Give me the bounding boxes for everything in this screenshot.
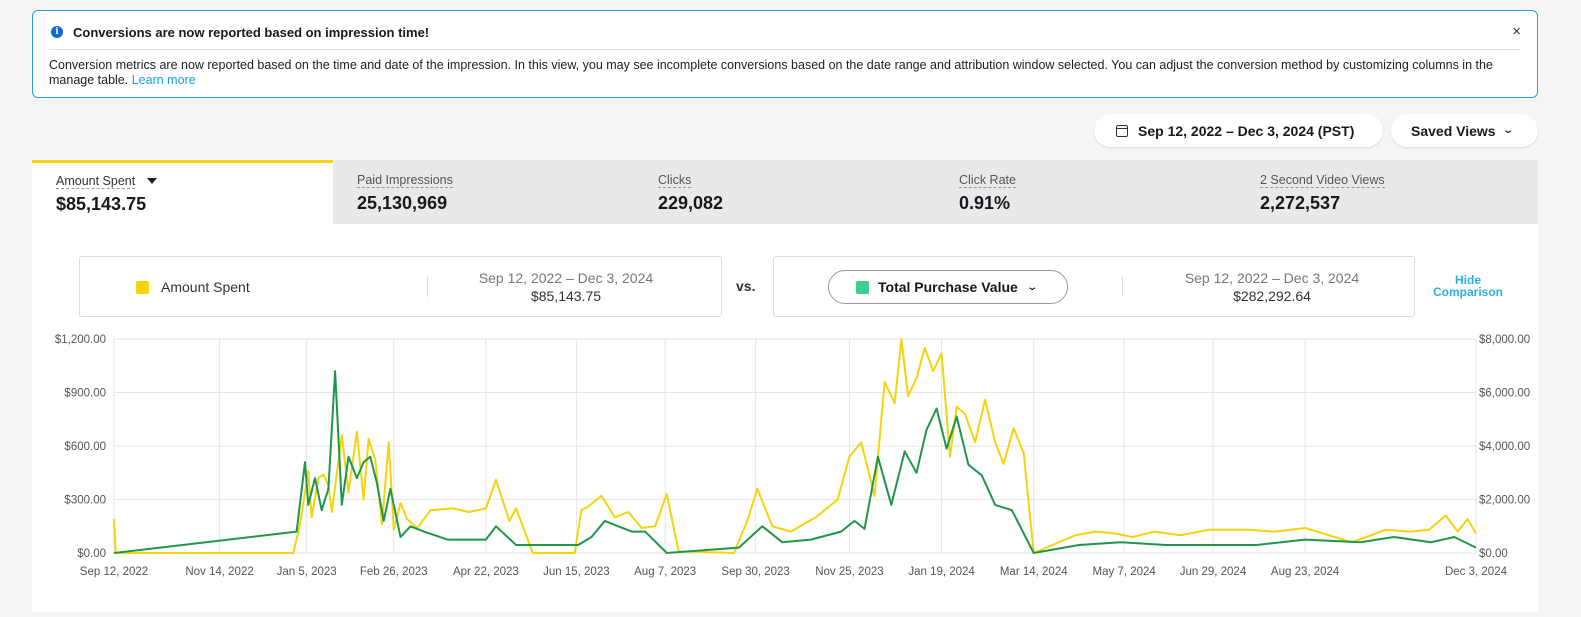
close-icon[interactable]: × xyxy=(1512,23,1521,40)
metrics-card: Amount Spent $85,143.75 Paid Impressions… xyxy=(32,160,1538,612)
date-range-label: Sep 12, 2022 – Dec 3, 2024 (PST) xyxy=(1138,122,1355,139)
primary-metric-box: Amount Spent Sep 12, 2022 – Dec 3, 2024 … xyxy=(79,256,722,317)
info-icon: i xyxy=(51,26,63,38)
primary-swatch xyxy=(136,281,149,294)
tab-clicks[interactable]: Clicks 229,082 xyxy=(634,160,935,224)
metric-tabs: Amount Spent $85,143.75 Paid Impressions… xyxy=(32,160,1538,224)
tab-paid-impressions[interactable]: Paid Impressions 25,130,969 xyxy=(333,160,634,224)
tab-click-rate[interactable]: Click Rate 0.91% xyxy=(935,160,1236,224)
hide-comparison-link[interactable]: Hide Comparison xyxy=(1432,273,1503,299)
tab-label: 2 Second Video Views xyxy=(1260,173,1385,188)
tab-value: 229,082 xyxy=(658,193,724,213)
chevron-down-icon: ⌄ xyxy=(1026,281,1038,293)
banner-divider xyxy=(49,49,1521,50)
chevron-down-icon: ⌄ xyxy=(1501,125,1514,136)
box-separator xyxy=(427,277,428,297)
tab-value: 0.91% xyxy=(959,193,1011,213)
notification-banner: i Conversions are now reported based on … xyxy=(32,10,1538,98)
saved-views-label: Saved Views xyxy=(1411,122,1496,139)
box-separator xyxy=(1122,277,1123,297)
tab-label: Amount Spent xyxy=(56,174,136,189)
comparison-range: Sep 12, 2022 – Dec 3, 2024 xyxy=(1184,270,1360,286)
caret-down-icon[interactable] xyxy=(147,178,157,184)
comparison-metric-select[interactable]: Total Purchase Value ⌄ xyxy=(828,270,1068,304)
primary-metric-name: Amount Spent xyxy=(161,279,250,295)
date-range-picker[interactable]: Sep 12, 2022 – Dec 3, 2024 (PST) xyxy=(1094,114,1383,147)
learn-more-link[interactable]: Learn more xyxy=(131,73,196,87)
tab-label: Click Rate xyxy=(959,173,1016,188)
comparison-swatch xyxy=(856,280,869,294)
calendar-icon xyxy=(1116,124,1128,137)
comparison-metric-box: Total Purchase Value ⌄ Sep 12, 2022 – De… xyxy=(773,256,1415,317)
banner-body: Conversion metrics are now reported base… xyxy=(49,58,1513,88)
banner-body-text: Conversion metrics are now reported base… xyxy=(49,58,1493,87)
tab-value: 25,130,969 xyxy=(357,193,448,213)
primary-value: $85,143.75 xyxy=(530,288,602,304)
primary-range: Sep 12, 2022 – Dec 3, 2024 xyxy=(478,270,654,286)
comparison-metric-name: Total Purchase Value xyxy=(878,279,1018,295)
tab-video-views[interactable]: 2 Second Video Views 2,272,537 xyxy=(1236,160,1537,224)
tab-amount-spent[interactable]: Amount Spent $85,143.75 xyxy=(32,160,333,224)
saved-views-button[interactable]: Saved Views ⌄ xyxy=(1391,114,1538,147)
comparison-value: $282,292.64 xyxy=(1233,288,1311,304)
tab-label: Paid Impressions xyxy=(357,173,453,188)
tab-label: Clicks xyxy=(658,173,692,188)
tab-value: 2,272,537 xyxy=(1260,193,1341,213)
tab-value: $85,143.75 xyxy=(56,194,147,214)
vs-label: vs. xyxy=(736,278,756,294)
banner-title: Conversions are now reported based on im… xyxy=(73,25,430,40)
